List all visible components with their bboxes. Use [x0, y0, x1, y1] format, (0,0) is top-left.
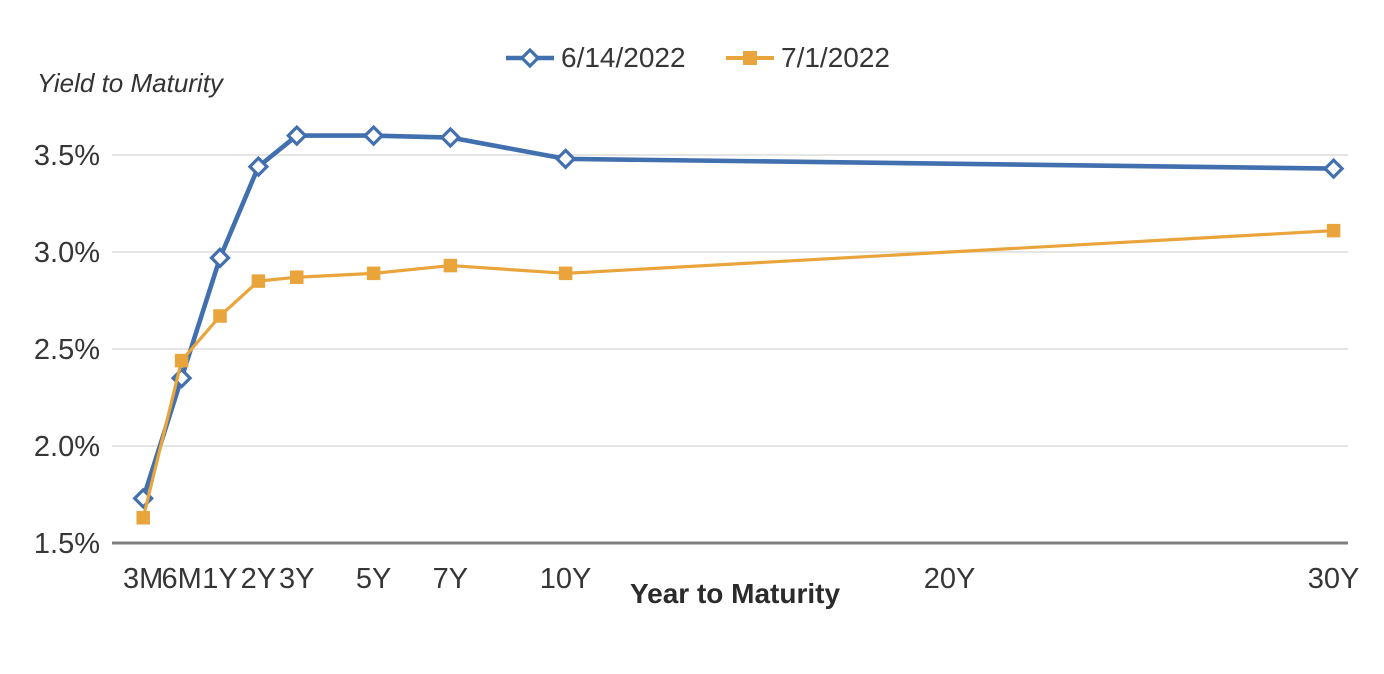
- marker-6/14/2022-3Y: [286, 124, 308, 147]
- x-tick-label-20Y: 20Y: [924, 563, 976, 595]
- x-tick-label-5Y: 5Y: [356, 563, 391, 595]
- x-tick-label-3M: 3M: [123, 563, 163, 595]
- y-tick-label-3.0%: 3.0%: [34, 237, 100, 269]
- marker-6/14/2022-30Y: [1322, 157, 1345, 180]
- x-tick-label-30Y: 30Y: [1308, 563, 1360, 595]
- x-tick-label-10Y: 10Y: [540, 563, 592, 595]
- x-tick-label-2Y: 2Y: [241, 563, 276, 595]
- marker-6/14/2022-1Y: [209, 247, 231, 269]
- marker-7/1/2022-3Y: [290, 270, 304, 284]
- x-tick-label-7Y: 7Y: [433, 563, 468, 595]
- marker-6/14/2022-2Y: [247, 155, 270, 178]
- x-axis-title: Year to Maturity: [630, 578, 841, 609]
- marker-6/14/2022-5Y: [362, 124, 385, 147]
- y-tick-label-3.5%: 3.5%: [34, 140, 100, 172]
- x-tick-label-3Y: 3Y: [279, 563, 314, 595]
- x-tick-label-1Y: 1Y: [202, 563, 237, 595]
- series-line-7/1/2022: [141, 229, 1336, 520]
- marker-7/1/2022-7Y: [443, 258, 458, 273]
- marker-6/14/2022-7Y: [439, 126, 462, 149]
- y-axis-title: Yield to Maturity: [37, 68, 223, 98]
- x-tick-label-6M: 6M: [161, 563, 201, 595]
- series-line-6/14/2022: [140, 133, 1336, 501]
- y-tick-label-2.5%: 2.5%: [34, 334, 100, 366]
- marker-7/1/2022-30Y: [1326, 223, 1341, 238]
- y-tick-label-1.5%: 1.5%: [34, 528, 100, 560]
- y-tick-label-2.0%: 2.0%: [34, 431, 100, 463]
- marker-7/1/2022-6M: [174, 353, 189, 368]
- marker-7/1/2022-5Y: [366, 266, 381, 281]
- marker-7/1/2022-10Y: [558, 266, 573, 281]
- marker-7/1/2022-2Y: [251, 274, 266, 288]
- marker-6/14/2022-10Y: [554, 148, 577, 170]
- marker-7/1/2022-3M: [136, 511, 150, 525]
- marker-7/1/2022-1Y: [213, 309, 227, 323]
